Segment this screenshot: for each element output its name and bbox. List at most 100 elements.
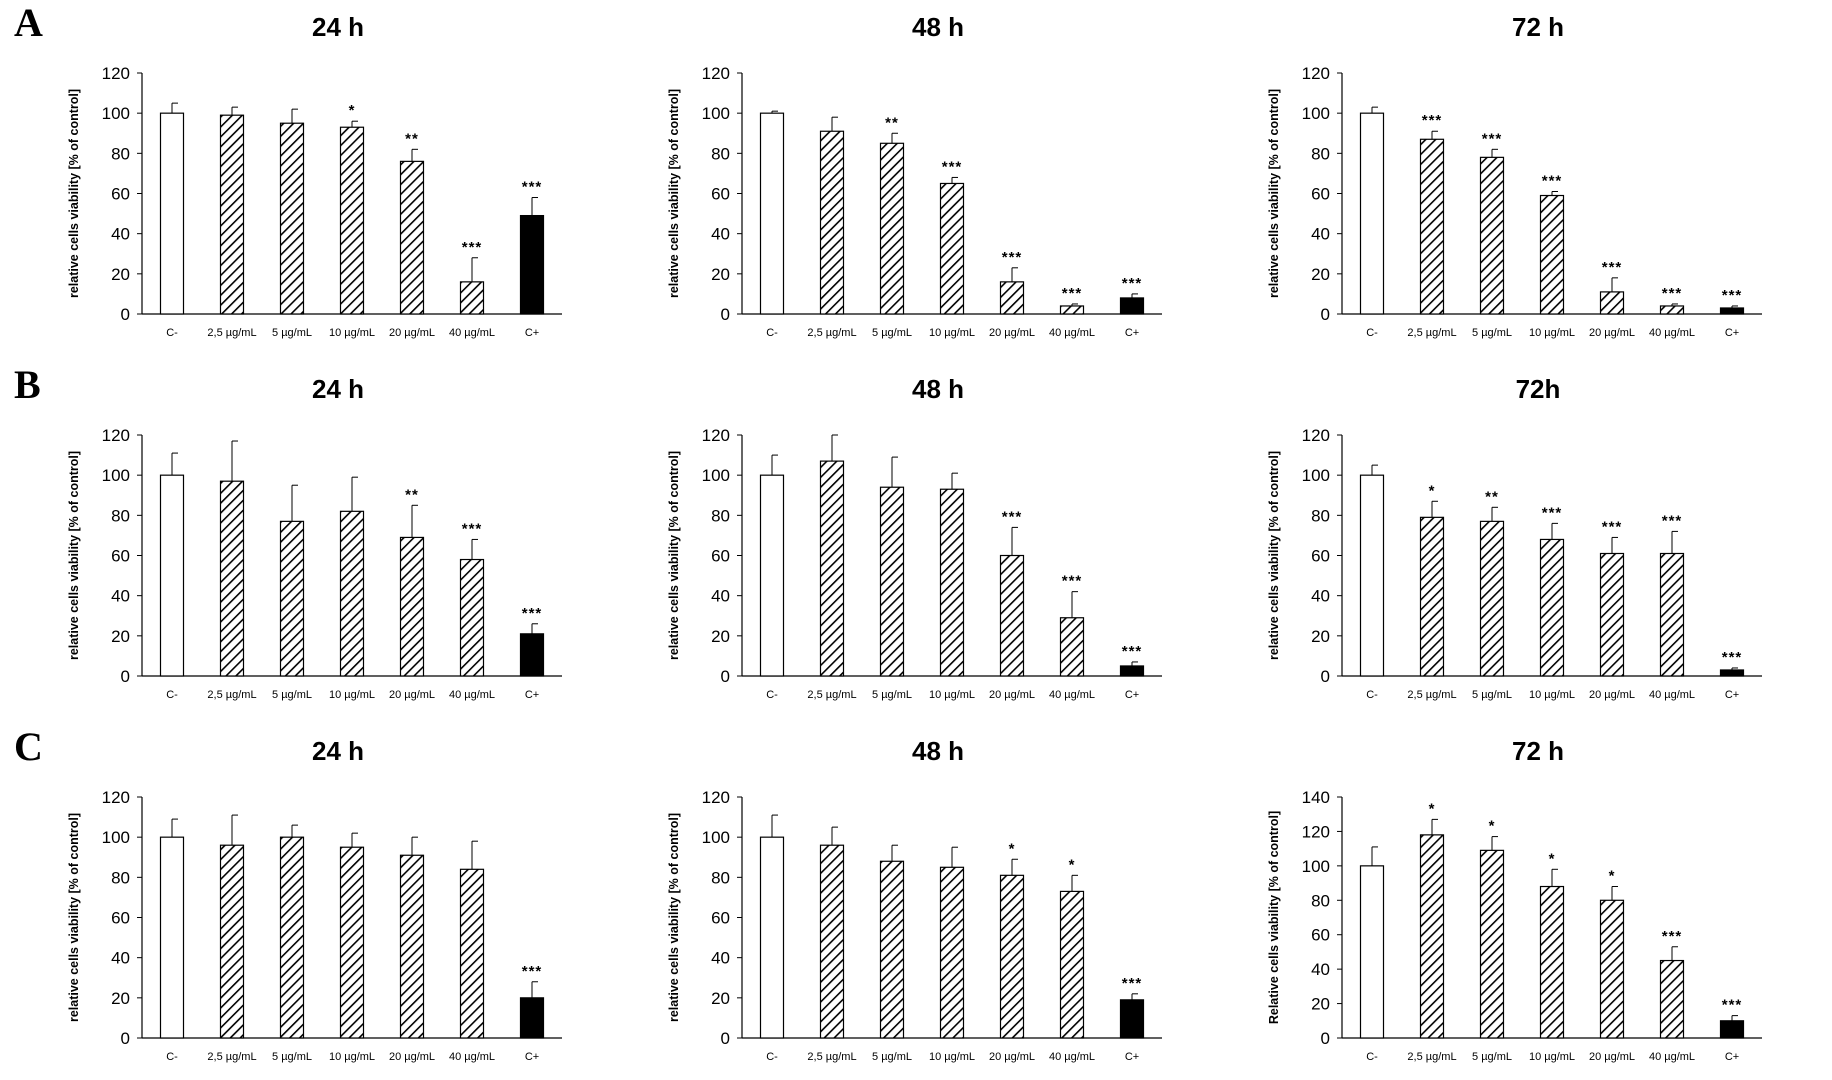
panel-A3-sig-5: *** (1662, 285, 1683, 302)
panel-A3-xtick-6: C+ (1725, 327, 1739, 339)
panel-C1-ytick-label: 80 (111, 868, 130, 887)
panel-A1-bar-5 (459, 281, 485, 315)
panel-A3-xtick-5: 40 µg/mL (1649, 327, 1695, 339)
panel-B1-ytick-label: 80 (111, 506, 130, 525)
panel-C2-ytick-label: 120 (702, 788, 730, 807)
panel-B3-xtick-2: 5 µg/mL (1472, 689, 1512, 701)
panel-A1-ytick-label: 40 (111, 225, 130, 244)
panel-C3-bar-1 (1419, 834, 1445, 1039)
panel-C1-xtick-2: 5 µg/mL (272, 1051, 312, 1063)
panel-A2-xtick-5: 40 µg/mL (1049, 327, 1095, 339)
panel-B1-bar-6 (519, 633, 545, 677)
panel-C3-bar-0 (1359, 865, 1385, 1039)
panel-C3-ytick-label: 0 (1321, 1029, 1330, 1048)
panel-A3-bar-2 (1479, 156, 1505, 315)
panel-C1-xtick-1: 2,5 µg/mL (207, 1051, 256, 1063)
panel-A3-xtick-4: 20 µg/mL (1589, 327, 1635, 339)
panel-C1-bar-1 (219, 844, 245, 1039)
panel-B3-xtick-5: 40 µg/mL (1649, 689, 1695, 701)
panel-B2-xtick-5: 40 µg/mL (1049, 689, 1095, 701)
panel-C3-bar-4 (1599, 899, 1625, 1039)
panel-B1-bar-4 (399, 536, 425, 677)
panel-A3-sig-1: *** (1422, 112, 1443, 129)
panel-C2-sig-4: * (1009, 840, 1016, 857)
panel-C1-bar-2 (279, 836, 305, 1039)
panel-B1-sig-4: ** (405, 486, 419, 503)
panel-A1-xtick-2: 5 µg/mL (272, 327, 312, 339)
panel-A2-ytick-label: 20 (711, 265, 730, 284)
panel-B2-xtick-4: 20 µg/mL (989, 689, 1035, 701)
panel-C1-title: 24 h (312, 736, 364, 766)
panel-A2-sig-2: ** (885, 114, 899, 131)
panel-B2-bar-6 (1119, 665, 1145, 677)
panel-B3-xtick-6: C+ (1725, 689, 1739, 701)
panel-C3-xtick-6: C+ (1725, 1051, 1739, 1063)
panel-B1-ytick-label: 120 (102, 426, 130, 445)
panel-B2-xtick-6: C+ (1125, 689, 1139, 701)
panel-A1-xtick-4: 20 µg/mL (389, 327, 435, 339)
panel-B2-bar-1 (819, 460, 845, 677)
panel-A3-xtick-1: 2,5 µg/mL (1407, 327, 1456, 339)
panel-C2-bar-6 (1119, 999, 1145, 1039)
panel-B1-bar-2 (279, 520, 305, 677)
panel-A3-bar-0 (1359, 112, 1385, 315)
panel-C2-xtick-2: 5 µg/mL (872, 1051, 912, 1063)
panel-C3-bar-3 (1539, 885, 1565, 1039)
panel-C1-ytick-label: 60 (111, 909, 130, 928)
panel-A1-bar-2 (279, 122, 305, 315)
panel-C2-xtick-4: 20 µg/mL (989, 1051, 1035, 1063)
panel-C1-ytick-label: 40 (111, 949, 130, 968)
panel-C2-bar-2 (879, 860, 905, 1039)
panel-A2-xtick-1: 2,5 µg/mL (807, 327, 856, 339)
panel-C1-bar-6 (519, 997, 545, 1039)
panel-A3-sig-2: *** (1482, 130, 1503, 147)
panel-A1-xtick-1: 2,5 µg/mL (207, 327, 256, 339)
panel-B2-xtick-2: 5 µg/mL (872, 689, 912, 701)
panel-A1-sig-3: * (349, 102, 356, 119)
panel-A1-sig-5: *** (462, 239, 483, 256)
panel-A2-bar-5 (1059, 305, 1085, 315)
panel-A3-sig-3: *** (1542, 172, 1563, 189)
panel-B3-bar-4 (1599, 552, 1625, 677)
panel-A2-bar-6 (1119, 297, 1145, 315)
panel-C3-sig-1: * (1429, 800, 1436, 817)
panel-C3-bar-5 (1659, 959, 1685, 1039)
panel-A2-bar-4 (999, 281, 1025, 315)
panel-A3-bar-6 (1719, 307, 1745, 315)
panel-A2-sig-6: *** (1122, 275, 1143, 292)
panel-B1-xtick-1: 2,5 µg/mL (207, 689, 256, 701)
panel-B2-ytick-label: 80 (711, 506, 730, 525)
panel-C2-bar-0 (759, 836, 785, 1039)
panel-B1-ytick-label: 0 (121, 667, 130, 686)
panel-A3-bar-3 (1539, 194, 1565, 315)
panel-B1-bar-1 (219, 480, 245, 677)
panel-A3-xtick-2: 5 µg/mL (1472, 327, 1512, 339)
panel-A3-ytick-label: 100 (1302, 104, 1330, 123)
panel-A3-xtick-0: C- (1366, 327, 1378, 339)
panel-A2-bar-3 (939, 182, 965, 315)
panel-C3-xtick-4: 20 µg/mL (1589, 1051, 1635, 1063)
panel-B3-ytick-label: 0 (1321, 667, 1330, 686)
panel-B2-bar-2 (879, 486, 905, 677)
panel-B3-xtick-0: C- (1366, 689, 1378, 701)
panel-A1-bar-6 (519, 214, 545, 315)
panel-B3-xtick-3: 10 µg/mL (1529, 689, 1575, 701)
panel-A1-bar-1 (219, 114, 245, 315)
panel-B1-ylabel: relative cells viability [% of control] (67, 451, 81, 660)
panel-A1-bar-3 (339, 126, 365, 315)
panel-A2-sig-4: *** (1002, 249, 1023, 266)
panel-B2-xtick-1: 2,5 µg/mL (807, 689, 856, 701)
panel-A2-xtick-0: C- (766, 327, 778, 339)
panel-B1-sig-6: *** (522, 605, 543, 622)
panel-B2-xtick-0: C- (766, 689, 778, 701)
panel-A1-ytick-label: 100 (102, 104, 130, 123)
panel-C2-bar-5 (1059, 890, 1085, 1039)
panel-A2-ytick-label: 80 (711, 144, 730, 163)
panel-C1-ytick-label: 20 (111, 989, 130, 1008)
panel-B1-xtick-5: 40 µg/mL (449, 689, 495, 701)
panel-A2-ytick-label: 60 (711, 185, 730, 204)
panel-C2-ytick-label: 40 (711, 949, 730, 968)
panel-B3-ytick-label: 40 (1311, 587, 1330, 606)
panel-B3-bar-5 (1659, 552, 1685, 677)
panel-C2-bar-1 (819, 844, 845, 1039)
